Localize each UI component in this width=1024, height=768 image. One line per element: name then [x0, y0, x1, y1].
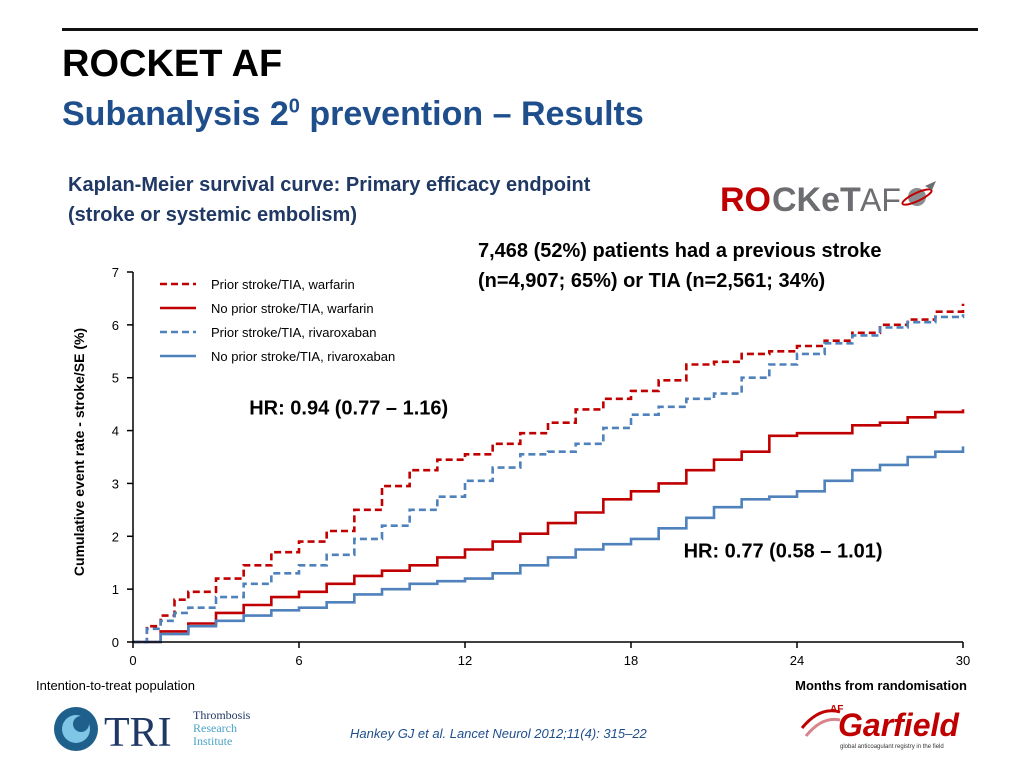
x-axis-label: Months from randomisation	[795, 678, 967, 693]
y-tick-label: 4	[112, 424, 119, 439]
y-tick-label: 5	[112, 371, 119, 386]
x-tick-label: 30	[956, 653, 970, 668]
garfield-logo: AF Garfield global anticoagulant registr…	[800, 704, 960, 750]
tri-logo-line2: Research	[193, 721, 237, 735]
series-line-2	[133, 409, 965, 644]
citation: Hankey GJ et al. Lancet Neurol 2012;11(4…	[350, 726, 647, 741]
subtitle-main: Subanalysis 2	[62, 95, 289, 133]
legend-label: No prior stroke/TIA, rivaroxaban	[211, 349, 395, 364]
y-tick-label: 2	[112, 529, 119, 544]
rocket-planet-icon	[901, 181, 936, 206]
tri-logo: TRI Thrombosis Research Institute	[54, 707, 251, 756]
tri-logo-line3: Institute	[193, 734, 232, 748]
garfield-logo-af: AF	[830, 704, 843, 715]
y-tick-label: 1	[112, 582, 119, 597]
x-tick-label: 24	[790, 653, 804, 668]
garfield-logo-name: Garfield	[838, 707, 960, 743]
subtitle-superscript: 0	[288, 95, 300, 118]
rocket-af-logo: RO CKeT AF	[720, 181, 936, 218]
chart-legend: Prior stroke/TIA, warfarin No prior strok…	[160, 277, 395, 364]
rocket-logo-cket: CKeT	[772, 181, 861, 218]
rocket-logo-af: AF	[860, 182, 901, 218]
y-tick-label: 3	[112, 476, 119, 491]
legend-label: No prior stroke/TIA, warfarin	[211, 301, 374, 316]
legend-label: Prior stroke/TIA, warfarin	[211, 277, 355, 292]
tri-globe-icon	[54, 707, 98, 751]
chart-annotations: HR: 0.94 (0.77 – 1.16) HR: 0.77 (0.58 – 1…	[249, 398, 882, 563]
x-tick-label: 12	[458, 653, 472, 668]
x-ticks: 0 6 12 18 24 30	[129, 642, 970, 668]
chart-heading: Kaplan-Meier survival curve: Primary eff…	[68, 170, 668, 230]
x-tick-label: 0	[129, 653, 136, 668]
y-ticks: 0 1 2 3 4 5 6 7	[112, 265, 133, 650]
chart-heading-line2: (stroke or systemic embolism)	[68, 204, 357, 226]
series-line-4	[133, 446, 965, 644]
tri-logo-line1: Thrombosis	[193, 708, 251, 722]
garfield-swoosh-icon	[800, 709, 841, 737]
patient-note-line2: (n=4,907; 65%) or TIA (n=2,561; 34%)	[478, 270, 826, 292]
chart-heading-line1: Kaplan-Meier survival curve: Primary eff…	[68, 174, 591, 196]
patient-note: 7,468 (52%) patients had a previous stro…	[478, 236, 948, 296]
population-label: Intention-to-treat population	[36, 678, 195, 693]
legend-label: Prior stroke/TIA, rivaroxaban	[211, 325, 376, 340]
patient-note-line1: 7,468 (52%) patients had a previous stro…	[478, 240, 882, 262]
hazard-ratio-annotation: HR: 0.94 (0.77 – 1.16)	[249, 398, 448, 420]
page-title: ROCKET AF	[62, 43, 283, 85]
y-axis-label: Cumulative event rate - stroke/SE (%)	[71, 328, 87, 576]
y-tick-label: 7	[112, 265, 119, 280]
page-subtitle: Subanalysis 20 prevention – Results	[62, 94, 644, 134]
subtitle-rest: prevention – Results	[299, 95, 644, 133]
hazard-ratio-annotation: HR: 0.77 (0.58 – 1.01)	[684, 540, 883, 562]
tri-logo-abbr: TRI	[104, 710, 172, 756]
y-tick-label: 0	[112, 635, 119, 650]
garfield-logo-tagline: global anticoagulant registry in the fie…	[840, 744, 944, 750]
series-layer	[133, 303, 965, 644]
y-tick-label: 6	[112, 318, 119, 333]
series-line-3	[133, 314, 965, 644]
rocket-logo-ro: RO	[720, 181, 771, 218]
x-tick-label: 18	[624, 653, 638, 668]
series-line-1	[133, 303, 965, 644]
x-tick-label: 6	[295, 653, 302, 668]
top-rule	[62, 28, 978, 31]
